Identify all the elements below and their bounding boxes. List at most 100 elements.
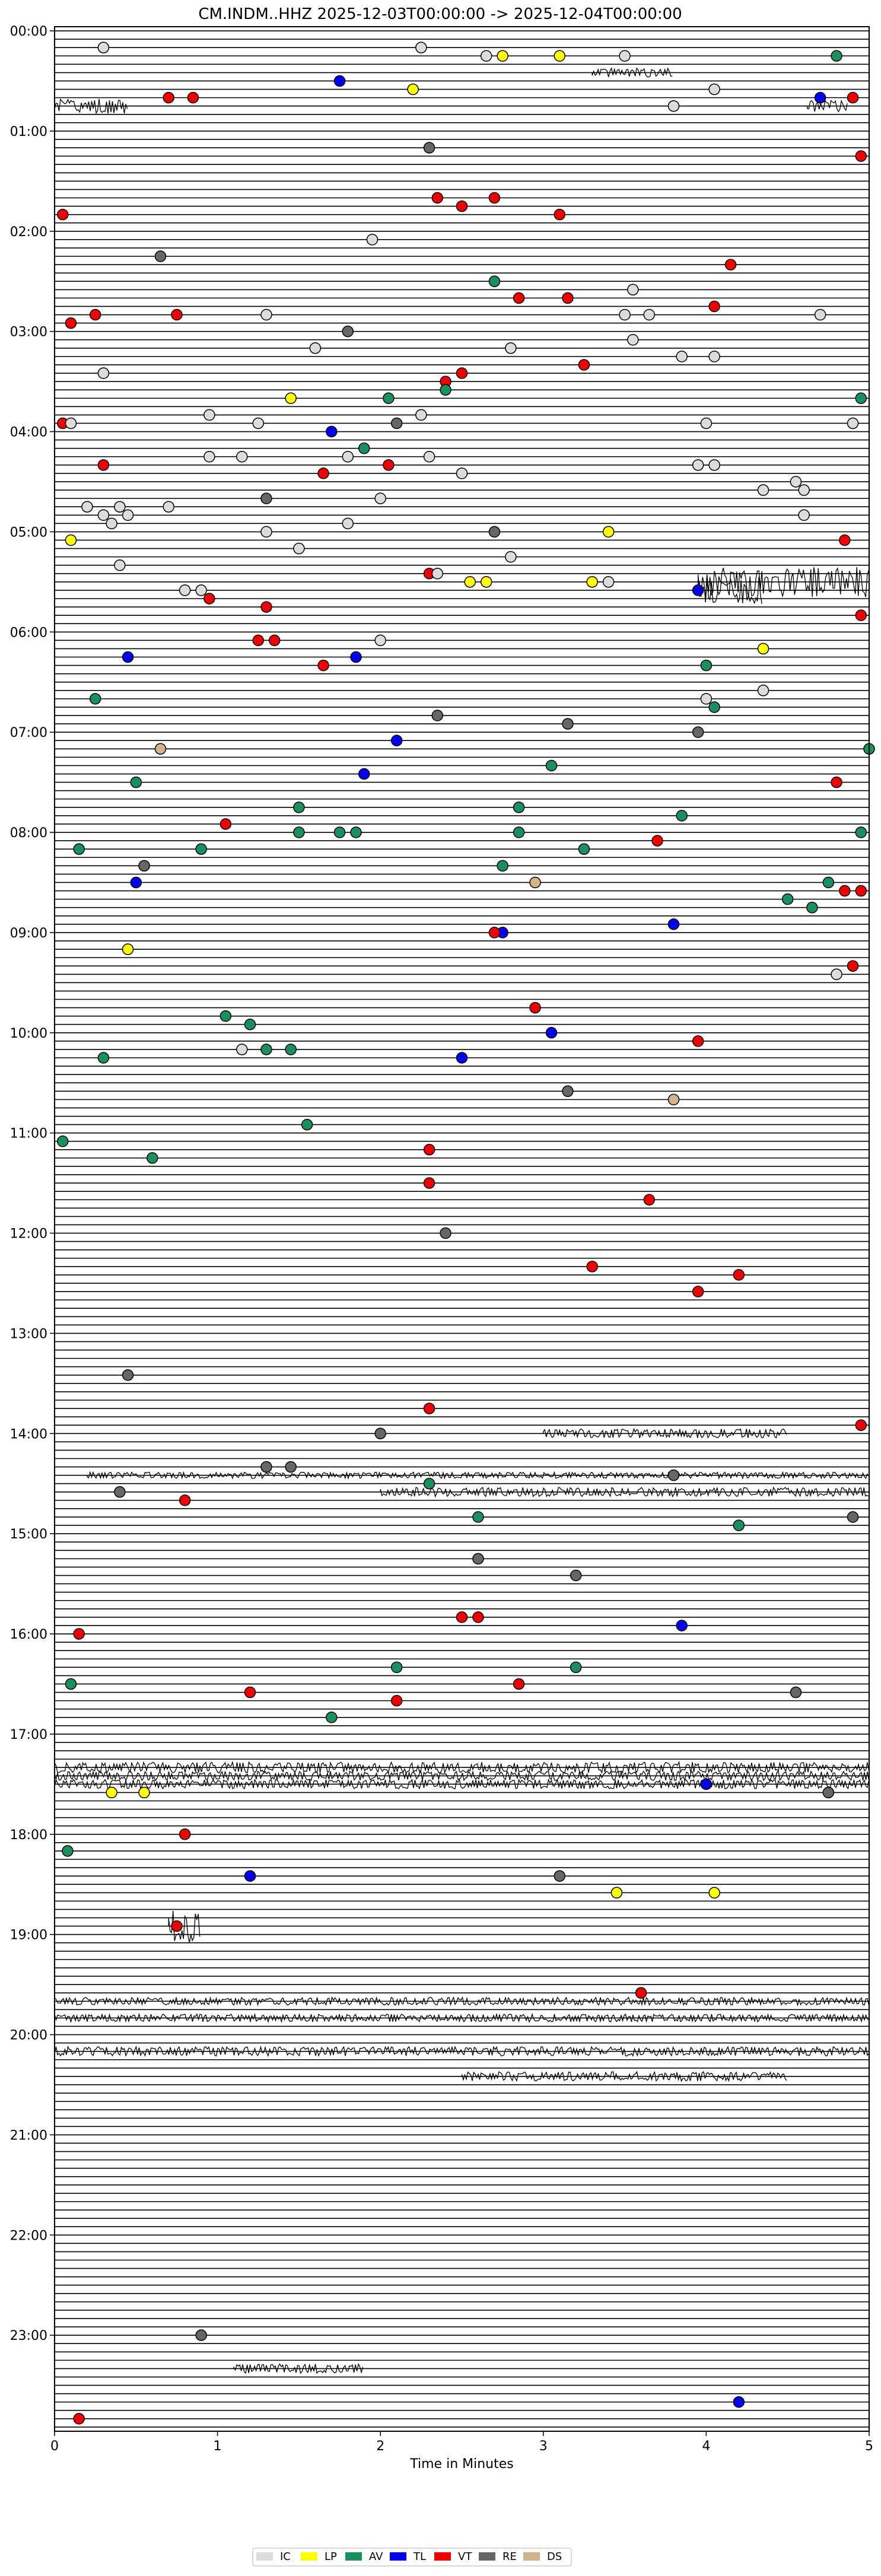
event-marker-vt [643,1194,656,1206]
event-marker-vt [73,1628,85,1640]
event-marker-ic [627,284,639,296]
event-marker-av [676,810,688,822]
event-marker-re [562,1085,574,1098]
event-marker-re [667,1469,680,1481]
event-marker-ic [708,83,720,96]
event-marker-lp [407,83,419,96]
event-marker-av [806,901,818,914]
event-marker-vt [554,208,566,221]
waveform-burst [807,99,848,113]
waveform-burst [54,2012,869,2024]
event-marker-vt [855,609,867,621]
event-marker-tl [814,91,826,104]
event-marker-vt [317,659,329,672]
y-tick-label: 01:00 [10,125,47,139]
y-tick-label: 00:00 [10,24,47,39]
plot-frame [54,26,870,2432]
event-marker-lp [65,534,77,546]
event-marker-ds [667,1093,680,1106]
event-marker-re [114,1486,126,1498]
event-marker-av [97,1052,110,1064]
y-tick-label: 08:00 [10,826,47,841]
event-marker-ic [831,968,842,981]
event-marker-vt [513,292,525,304]
event-marker-vt [855,1419,867,1431]
event-marker-tl [122,651,134,663]
event-marker-av [570,1661,582,1674]
event-marker-av [130,776,142,788]
event-marker-re [260,492,272,504]
event-marker-vt [839,534,851,546]
event-marker-re [692,726,704,738]
event-marker-vt [171,1920,183,1932]
event-marker-ds [529,876,541,889]
legend-label-lp: LP [325,2550,337,2563]
event-marker-vt [513,1678,525,1690]
legend-swatch-re [479,2552,495,2561]
event-marker-ic [700,693,713,705]
legend-swatch-tl [390,2552,406,2561]
y-tick-label: 15:00 [10,1527,47,1542]
event-marker-ic [415,42,427,53]
event-marker-av [358,442,370,454]
event-marker-tl [676,1620,688,1632]
event-marker-lp [708,1887,720,1899]
event-marker-vt [578,359,590,371]
event-marker-vt [244,1686,256,1699]
event-marker-av [733,1519,745,1531]
event-marker-vt [855,885,867,897]
event-marker-av [472,1511,484,1523]
event-marker-ic [814,309,826,321]
event-marker-vt [317,468,329,479]
event-marker-ds [154,743,167,755]
event-marker-vt [651,835,663,847]
event-marker-ic [415,409,427,421]
y-tick-label: 06:00 [10,625,47,640]
event-marker-re [570,1569,582,1582]
event-marker-ic [342,517,354,530]
event-marker-vt [171,309,183,321]
event-marker-vt [423,1144,435,1156]
event-marker-av [285,1044,297,1055]
event-marker-av [383,392,395,404]
event-marker-vt [423,1177,435,1189]
event-markers [56,42,875,2425]
x-tick-label: 3 [539,2439,548,2454]
event-marker-vt [65,317,77,329]
y-tick-label: 17:00 [10,1728,47,1742]
x-tick-label: 1 [214,2439,222,2454]
waveform-burst [54,2045,870,2057]
event-marker-vt [831,776,842,788]
event-marker-av [301,1118,313,1131]
y-tick-label: 02:00 [10,225,47,240]
y-tick-label: 04:00 [10,425,47,440]
event-marker-ic [456,468,468,479]
event-marker-av [260,1044,272,1055]
event-marker-tl [326,425,338,438]
event-marker-re [472,1553,484,1565]
event-marker-vt [268,634,281,647]
event-marker-lp [554,50,566,62]
event-marker-vt [733,1269,745,1281]
event-marker-av [333,826,346,838]
event-marker-av [293,802,305,813]
event-marker-av [73,843,85,855]
event-marker-ic [505,342,517,354]
y-tick-label: 11:00 [10,1127,47,1141]
y-tick-label: 12:00 [10,1227,47,1242]
event-marker-vt [423,1403,435,1414]
event-marker-ic [643,309,656,321]
event-marker-re [822,1786,835,1799]
event-marker-lp [610,1887,623,1899]
event-marker-lp [285,392,297,404]
event-marker-vt [708,300,720,313]
event-marker-ic [798,484,810,496]
legend-label-vt: VT [458,2550,472,2563]
waveform-burst [54,1778,870,1790]
event-marker-ic [423,451,435,463]
event-marker-re [342,325,354,338]
event-marker-ic [260,309,272,321]
legend-swatch-vt [434,2552,451,2561]
event-marker-vt [179,1828,191,1840]
